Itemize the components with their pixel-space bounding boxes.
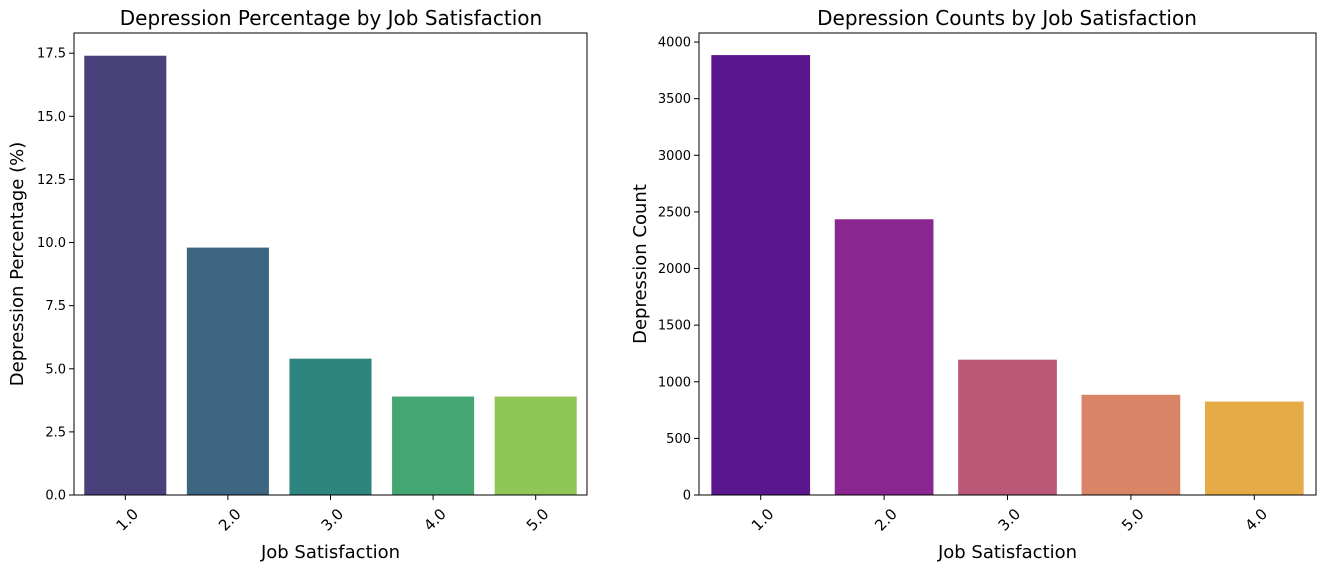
bar-1.0 bbox=[711, 55, 811, 496]
chart-title: Depression Percentage by Job Satisfactio… bbox=[120, 6, 542, 30]
x-tick-label: 1.0 bbox=[748, 505, 778, 535]
chart-title: Depression Counts by Job Satisfaction bbox=[817, 6, 1197, 30]
bar-1.0 bbox=[84, 55, 167, 495]
bar-5.0 bbox=[1081, 394, 1181, 495]
y-tick-label: 5.0 bbox=[45, 362, 66, 377]
bar-2.0 bbox=[834, 219, 934, 495]
x-tick-label: 5.0 bbox=[1118, 505, 1148, 535]
x-tick-label: 4.0 bbox=[420, 505, 450, 535]
y-axis-label: Depression Count bbox=[630, 184, 651, 344]
x-tick-label: 2.0 bbox=[215, 505, 245, 535]
bar-4.0 bbox=[392, 396, 475, 495]
y-tick-label: 12.5 bbox=[37, 173, 66, 188]
bar-4.0 bbox=[1204, 401, 1304, 495]
bar-3.0 bbox=[289, 358, 372, 495]
x-axis-label: Job Satisfaction bbox=[937, 542, 1077, 563]
y-tick-label: 1000 bbox=[658, 375, 691, 390]
y-tick-label: 4000 bbox=[658, 36, 691, 51]
x-tick-label: 3.0 bbox=[995, 505, 1025, 535]
y-tick-label: 17.5 bbox=[37, 47, 66, 62]
y-axis-label: Depression Percentage (%) bbox=[7, 142, 28, 386]
x-tick-label: 3.0 bbox=[318, 505, 348, 535]
y-tick-label: 10.0 bbox=[37, 236, 66, 251]
y-tick-label: 3000 bbox=[658, 149, 691, 164]
x-tick-label: 5.0 bbox=[523, 505, 553, 535]
y-tick-label: 7.5 bbox=[45, 299, 66, 314]
y-tick-label: 0 bbox=[683, 489, 691, 504]
bar-2.0 bbox=[186, 247, 269, 495]
y-tick-label: 0.0 bbox=[45, 489, 66, 504]
bar-3.0 bbox=[958, 359, 1057, 495]
y-tick-label: 500 bbox=[666, 432, 691, 447]
x-tick-label: 4.0 bbox=[1241, 505, 1271, 535]
bar-5.0 bbox=[494, 396, 577, 495]
chart-depression-percentage: Depression Percentage by Job Satisfactio… bbox=[7, 6, 588, 563]
y-tick-label: 2500 bbox=[658, 205, 691, 220]
y-tick-label: 15.0 bbox=[37, 110, 66, 125]
y-tick-label: 1500 bbox=[658, 319, 691, 334]
chart-depression-counts: Depression Counts by Job Satisfaction 0 50… bbox=[630, 6, 1317, 563]
y-tick-label: 2.5 bbox=[45, 425, 66, 440]
x-tick-label: 2.0 bbox=[871, 505, 901, 535]
x-tick-label: 1.0 bbox=[112, 505, 142, 535]
y-tick-label: 2000 bbox=[658, 262, 691, 277]
x-axis-label: Job Satisfaction bbox=[260, 542, 400, 563]
y-tick-label: 3500 bbox=[658, 92, 691, 107]
